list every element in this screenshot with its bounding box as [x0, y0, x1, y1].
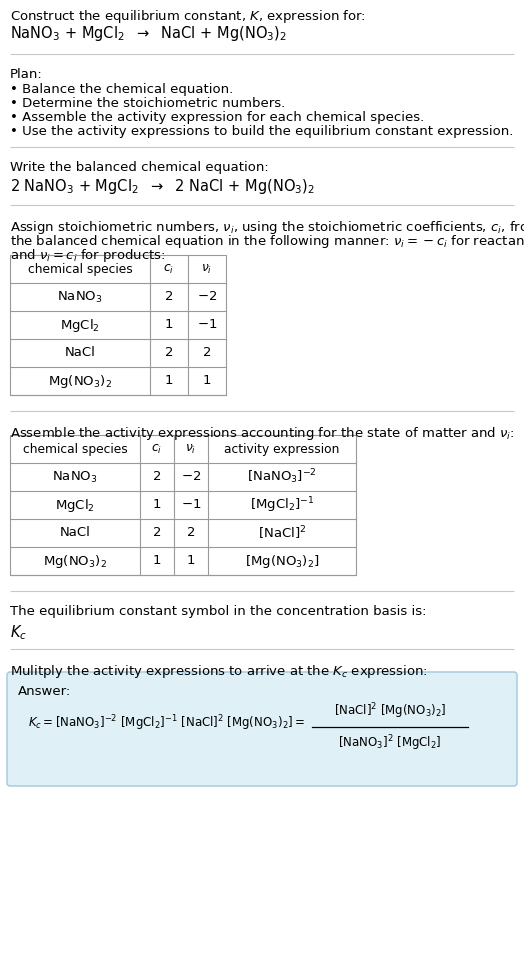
Text: $K_c$: $K_c$: [10, 623, 27, 642]
Text: $\nu_i$: $\nu_i$: [185, 442, 196, 456]
Text: and $\nu_i = c_i$ for products:: and $\nu_i = c_i$ for products:: [10, 247, 166, 264]
Text: 2 NaNO$_3$ + MgCl$_2$  $\rightarrow$  2 NaCl + Mg(NO$_3$)$_2$: 2 NaNO$_3$ + MgCl$_2$ $\rightarrow$ 2 Na…: [10, 177, 315, 196]
Text: • Balance the chemical equation.: • Balance the chemical equation.: [10, 83, 233, 96]
Text: • Assemble the activity expression for each chemical species.: • Assemble the activity expression for e…: [10, 111, 424, 124]
Text: $-2$: $-2$: [181, 471, 201, 483]
Text: $K_c = [\mathrm{NaNO_3}]^{-2}\ [\mathrm{MgCl_2}]^{-1}\ [\mathrm{NaCl}]^2\ [\math: $K_c = [\mathrm{NaNO_3}]^{-2}\ [\mathrm{…: [28, 713, 305, 733]
Text: chemical species: chemical species: [28, 263, 133, 275]
Text: $c_i$: $c_i$: [151, 442, 162, 456]
Text: $-1$: $-1$: [181, 499, 201, 511]
Text: 1: 1: [153, 499, 161, 511]
Text: • Use the activity expressions to build the equilibrium constant expression.: • Use the activity expressions to build …: [10, 125, 514, 138]
Text: Plan:: Plan:: [10, 68, 43, 81]
Text: chemical species: chemical species: [23, 442, 127, 456]
Text: The equilibrium constant symbol in the concentration basis is:: The equilibrium constant symbol in the c…: [10, 605, 427, 618]
Text: Mg(NO$_3$)$_2$: Mg(NO$_3$)$_2$: [43, 552, 107, 570]
Text: Mulitply the activity expressions to arrive at the $K_c$ expression:: Mulitply the activity expressions to arr…: [10, 663, 428, 680]
Text: the balanced chemical equation in the following manner: $\nu_i = -c_i$ for react: the balanced chemical equation in the fo…: [10, 233, 524, 250]
Text: $-1$: $-1$: [197, 318, 217, 332]
Text: $c_i$: $c_i$: [163, 263, 174, 275]
Text: • Determine the stoichiometric numbers.: • Determine the stoichiometric numbers.: [10, 97, 285, 110]
Text: Answer:: Answer:: [18, 685, 71, 698]
Text: NaNO$_3$: NaNO$_3$: [57, 290, 103, 305]
Text: 1: 1: [165, 375, 173, 387]
Text: 2: 2: [165, 291, 173, 303]
Text: Assign stoichiometric numbers, $\nu_i$, using the stoichiometric coefficients, $: Assign stoichiometric numbers, $\nu_i$, …: [10, 219, 524, 236]
Text: $-2$: $-2$: [197, 291, 217, 303]
Text: 2: 2: [153, 471, 161, 483]
Text: NaNO$_3$ + MgCl$_2$  $\rightarrow$  NaCl + Mg(NO$_3$)$_2$: NaNO$_3$ + MgCl$_2$ $\rightarrow$ NaCl +…: [10, 24, 287, 43]
Text: $[\mathrm{NaCl}]^2\ [\mathrm{Mg(NO_3)_2}]$: $[\mathrm{NaCl}]^2\ [\mathrm{Mg(NO_3)_2}…: [334, 701, 446, 721]
Text: $[\mathrm{NaNO_3}]^{-2}$: $[\mathrm{NaNO_3}]^{-2}$: [247, 468, 317, 486]
Text: Write the balanced chemical equation:: Write the balanced chemical equation:: [10, 161, 269, 174]
FancyBboxPatch shape: [7, 672, 517, 786]
Text: $\nu_i$: $\nu_i$: [201, 263, 213, 275]
Bar: [10, 255, 226, 395]
Text: Mg(NO$_3$)$_2$: Mg(NO$_3$)$_2$: [48, 372, 112, 389]
Text: $[\mathrm{Mg(NO_3)_2}]$: $[\mathrm{Mg(NO_3)_2}]$: [245, 552, 319, 570]
Bar: [10, 435, 356, 575]
Text: 2: 2: [165, 346, 173, 360]
Text: Construct the equilibrium constant, $K$, expression for:: Construct the equilibrium constant, $K$,…: [10, 8, 366, 25]
Text: $[\mathrm{NaNO_3}]^2\ [\mathrm{MgCl_2}]$: $[\mathrm{NaNO_3}]^2\ [\mathrm{MgCl_2}]$: [339, 733, 442, 753]
Text: 1: 1: [203, 375, 211, 387]
Text: 1: 1: [165, 318, 173, 332]
Text: $[\mathrm{NaCl}]^2$: $[\mathrm{NaCl}]^2$: [258, 525, 306, 542]
Text: NaCl: NaCl: [60, 526, 91, 540]
Text: activity expression: activity expression: [224, 442, 340, 456]
Text: NaCl: NaCl: [64, 346, 95, 360]
Text: MgCl$_2$: MgCl$_2$: [60, 316, 100, 334]
Text: 2: 2: [187, 526, 195, 540]
Text: Assemble the activity expressions accounting for the state of matter and $\nu_i$: Assemble the activity expressions accoun…: [10, 425, 515, 442]
Text: $[\mathrm{MgCl_2}]^{-1}$: $[\mathrm{MgCl_2}]^{-1}$: [250, 495, 314, 515]
Text: 2: 2: [153, 526, 161, 540]
Text: NaNO$_3$: NaNO$_3$: [52, 470, 98, 484]
Text: 1: 1: [187, 554, 195, 568]
Text: 1: 1: [153, 554, 161, 568]
Text: 2: 2: [203, 346, 211, 360]
Text: MgCl$_2$: MgCl$_2$: [55, 497, 95, 513]
